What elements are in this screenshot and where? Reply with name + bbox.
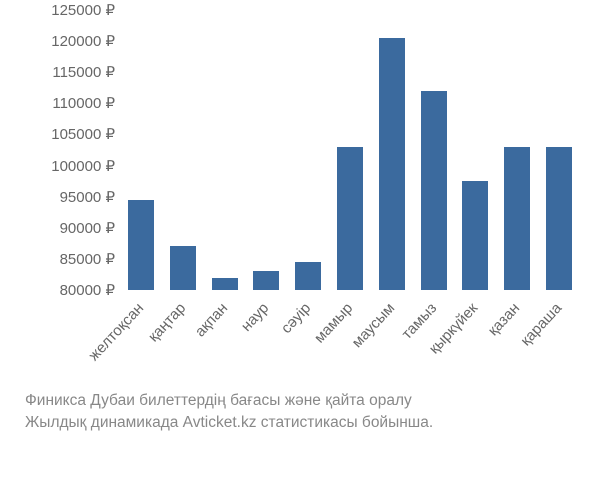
chart-caption: Финикса Дубаи билеттердің бағасы және қа… [25,390,585,433]
caption-line-1: Финикса Дубаи билеттердің бағасы және қа… [25,390,585,412]
bar [462,181,488,290]
caption-line-2: Жылдық динамикада Avticket.kz статистика… [25,412,585,434]
plot-area [120,10,580,290]
chart-container: 80000 ₽ 85000 ₽ 90000 ₽ 95000 ₽ 100000 ₽ 1050… [15,10,585,380]
y-tick-label: 125000 ₽ [15,1,115,19]
bar [337,147,363,290]
y-tick-label: 105000 ₽ [15,125,115,143]
y-tick-label: 100000 ₽ [15,157,115,175]
y-tick-label: 115000 ₽ [15,63,115,81]
bar [546,147,572,290]
y-tick-label: 85000 ₽ [15,250,115,268]
y-tick-label: 90000 ₽ [15,219,115,237]
bar [295,262,321,290]
y-axis: 80000 ₽85000 ₽90000 ₽95000 ₽100000 ₽1050… [15,10,115,290]
y-tick-label: 110000 ₽ [15,94,115,112]
y-tick-label: 80000 ₽ [15,281,115,299]
bar [504,147,530,290]
y-tick-label: 120000 ₽ [15,32,115,50]
bar [379,38,405,290]
bar [421,91,447,290]
bar [212,278,238,290]
bar [253,271,279,290]
bar [128,200,154,290]
bar [170,246,196,290]
y-tick-label: 95000 ₽ [15,188,115,206]
